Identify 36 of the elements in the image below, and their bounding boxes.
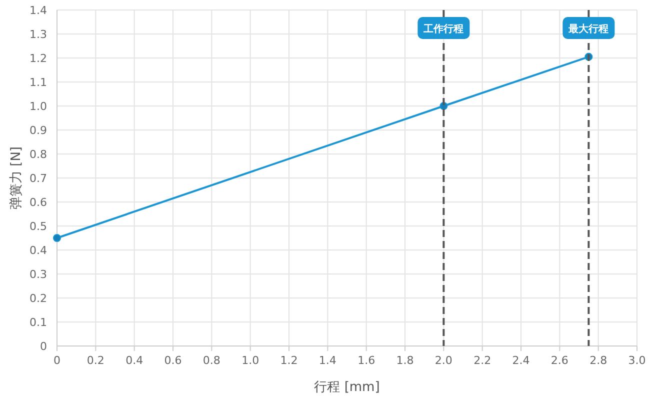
y-tick-label: 0.5 [30,220,47,233]
y-tick-label: 1.4 [30,4,47,17]
y-tick-label: 0 [40,340,47,353]
y-tick-label: 0.2 [30,292,47,305]
point [53,234,61,242]
y-axis-title: 弹簧力 [N] [9,146,24,210]
y-tick-label: 0.4 [30,244,47,257]
x-tick-label: 2.6 [550,354,568,367]
x-tick-label: 0 [54,354,60,367]
x-tick-label: 2.0 [434,354,452,367]
x-tick-label: 0.4 [126,354,144,367]
ref-line-label: 最大行程 [568,23,609,35]
y-tick-label: 0.7 [30,172,47,185]
y-tick-label: 1.0 [30,100,47,113]
ref-line-label: 工作行程 [422,23,464,35]
x-tick-label: 0.2 [86,354,104,367]
x-tick-label: 1.0 [242,354,260,367]
x-tick-label: 0.8 [202,354,220,367]
y-tick-label: 1.3 [30,28,47,41]
y-tick-label: 0.1 [30,316,47,329]
x-tick-label: 2.2 [474,354,492,367]
x-tick-label: 1.2 [280,354,298,367]
x-axis-title: 行程 [mm] [314,380,380,395]
y-tick-label: 0.8 [30,148,47,161]
x-tick-label: 1.8 [396,354,414,367]
x-tick-label: 0.6 [164,354,182,367]
y-tick-label: 0.9 [30,124,47,137]
x-tick-label: 3.0 [628,354,646,367]
x-tick-label: 1.4 [318,354,336,367]
y-tick-label: 1.1 [30,76,47,89]
x-tick-label: 2.4 [512,354,530,367]
y-tick-label: 1.2 [30,52,47,65]
x-tick-label: 2.8 [590,354,608,367]
y-tick-label: 0.3 [30,268,47,281]
x-tick-label: 1.6 [358,354,376,367]
y-tick-label: 0.6 [30,196,47,209]
